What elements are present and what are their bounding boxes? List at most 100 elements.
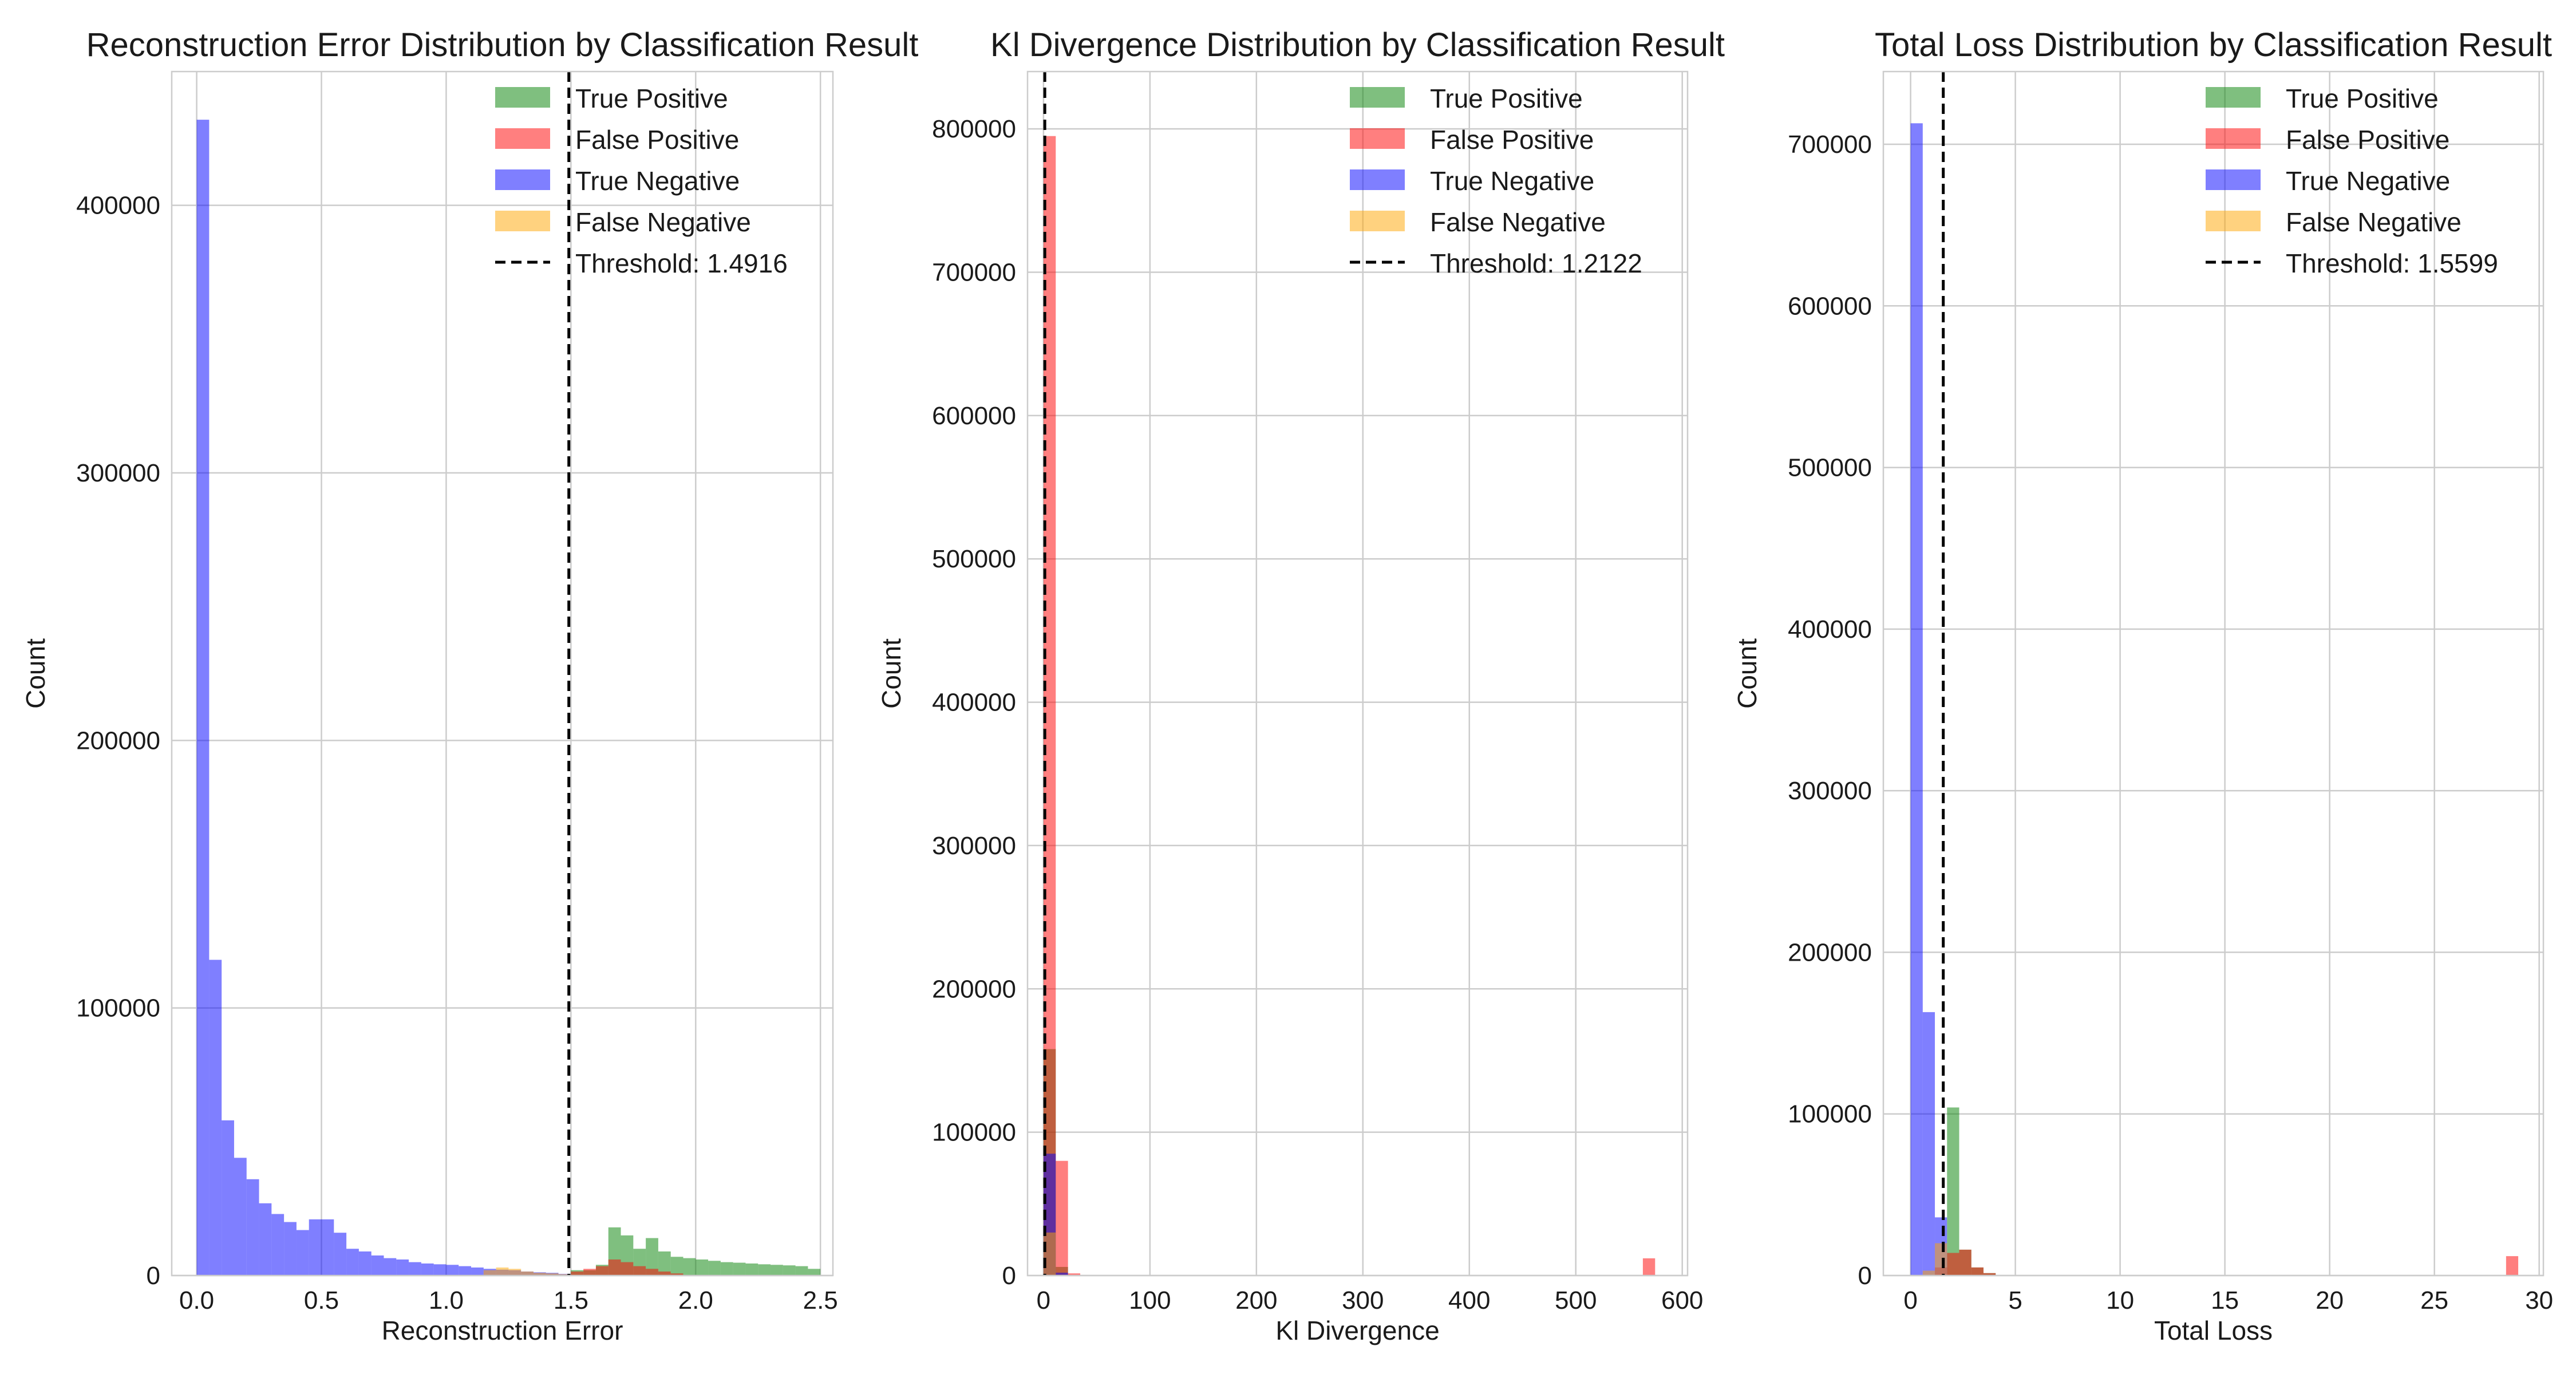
histogram-bar — [296, 1230, 309, 1276]
histogram-bar — [409, 1262, 421, 1276]
x-tick-label: 300 — [1342, 1286, 1384, 1314]
chart-panel-3: 0 5 10 15 20 25 30 0 100000 200000 300000 400000 500… — [1732, 26, 2553, 1345]
histogram-bar — [646, 1238, 658, 1276]
y-tick-label: 0 — [147, 1262, 160, 1290]
y-tick-label: 600000 — [1788, 292, 1872, 320]
y-tick-label: 800000 — [932, 115, 1016, 143]
y-axis-label: Count — [21, 638, 50, 709]
histogram-bar — [533, 1273, 546, 1276]
x-tick-label: 200 — [1235, 1286, 1277, 1314]
x-tick-label: 2.0 — [678, 1286, 713, 1314]
legend-swatch-false-negative — [1350, 211, 1405, 231]
plot-frame — [1882, 70, 2545, 1277]
histogram-bar — [433, 1264, 447, 1276]
chart-title: Total Loss Distribution by Classificatio… — [1875, 26, 2552, 64]
series-true-positive — [1947, 1107, 1996, 1276]
histogram-bar — [733, 1262, 746, 1276]
histogram-bar — [371, 1255, 384, 1276]
y-tick-label: 400000 — [1788, 615, 1872, 643]
y-tick-label: 700000 — [1788, 131, 1872, 159]
legend-label: True Negative — [2286, 166, 2450, 196]
histogram-bar — [546, 1273, 559, 1276]
histogram-bar — [259, 1203, 272, 1276]
y-tick-label: 0 — [1858, 1262, 1872, 1290]
legend-swatch-true-positive — [2206, 87, 2261, 108]
x-tick-label: 1.0 — [429, 1286, 464, 1314]
y-tick-label: 200000 — [1788, 938, 1872, 966]
x-tick-label: 600 — [1661, 1286, 1703, 1314]
y-tick-label: 300000 — [932, 832, 1016, 860]
histogram-bar — [783, 1265, 796, 1276]
histogram-bar — [459, 1266, 472, 1276]
histogram-bar — [1642, 1258, 1656, 1276]
histogram-bar — [683, 1258, 696, 1276]
histogram-bar — [1947, 1253, 1959, 1276]
histogram-bar — [1947, 1107, 1959, 1276]
series-true-negative — [196, 120, 571, 1276]
histogram-bar — [358, 1251, 372, 1276]
x-tick-label: 1.5 — [554, 1286, 588, 1314]
series-false-positive — [1935, 1249, 2519, 1276]
x-tick-label: 400 — [1448, 1286, 1490, 1314]
chart-panel-1: 0.0 0.5 1.0 1.5 2.0 2.5 0 100000 200000 300000 400… — [21, 26, 918, 1345]
histogram-bar — [795, 1266, 808, 1276]
histogram-bar — [446, 1265, 459, 1276]
legend-swatch-true-negative — [495, 169, 550, 190]
histogram-bar — [1056, 1160, 1068, 1276]
legend-label: True Positive — [575, 84, 728, 113]
histogram-bar — [1922, 1270, 1935, 1276]
histogram-bar — [309, 1219, 322, 1276]
histogram-bar — [720, 1262, 733, 1276]
legend-label: True Negative — [575, 166, 740, 196]
histogram-bar — [508, 1269, 521, 1276]
histogram-bar — [334, 1233, 347, 1276]
series-false-positive — [571, 1259, 683, 1276]
x-axis-label: Total Loss — [2154, 1316, 2273, 1345]
chart-title: Kl Divergence Distribution by Classifica… — [990, 26, 1725, 64]
histogram-bar — [384, 1258, 397, 1276]
legend-label: False Negative — [1430, 207, 1606, 237]
histogram-bar — [1959, 1249, 1971, 1276]
histogram-bar — [1043, 136, 1056, 1276]
legend-swatch-true-negative — [2206, 169, 2261, 190]
histogram-bar — [1983, 1273, 1996, 1276]
series-false-negative — [483, 1267, 571, 1276]
histogram-bar — [421, 1263, 434, 1276]
chart-title: Reconstruction Error Distribution by Cla… — [86, 26, 919, 64]
histogram-bar — [496, 1267, 509, 1276]
histogram-bar — [808, 1269, 821, 1276]
histogram-bar — [608, 1259, 621, 1276]
histogram-bar — [321, 1219, 334, 1276]
legend-label: Threshold: 1.2122 — [1430, 248, 1642, 278]
histogram-bar — [1971, 1267, 1984, 1276]
histogram-bar — [209, 960, 222, 1276]
x-axis-label: Kl Divergence — [1275, 1316, 1439, 1345]
legend-label: False Negative — [2286, 207, 2462, 237]
legend-label: Threshold: 1.4916 — [575, 248, 788, 278]
histogram-bar — [222, 1120, 234, 1276]
y-tick-label: 700000 — [932, 259, 1016, 287]
y-tick-label: 100000 — [76, 994, 160, 1022]
legend-label: True Positive — [1430, 84, 1583, 113]
legend: True Positive False Positive True Negative… — [495, 84, 788, 278]
legend-label: False Positive — [575, 125, 739, 155]
legend-swatch-false-negative — [2206, 211, 2261, 231]
histogram-bar — [696, 1259, 709, 1276]
x-tick-label: 30 — [2525, 1286, 2553, 1314]
histogram-bar — [2506, 1256, 2519, 1276]
histogram-bar — [571, 1271, 584, 1276]
series-false-negative — [1043, 1232, 1056, 1276]
y-tick-label: 100000 — [932, 1119, 1016, 1147]
x-tick-label: 10 — [2106, 1286, 2134, 1314]
legend-label: True Negative — [1430, 166, 1594, 196]
histogram-bar — [670, 1257, 683, 1276]
y-tick-label: 300000 — [76, 459, 160, 487]
x-tick-label: 15 — [2211, 1286, 2239, 1314]
x-tick-label: 0.0 — [179, 1286, 214, 1314]
legend-label: Threshold: 1.5599 — [2286, 248, 2498, 278]
x-tick-label: 0 — [1037, 1286, 1050, 1314]
y-tick-label: 100000 — [1788, 1100, 1872, 1128]
histogram-bar — [670, 1273, 683, 1276]
legend: True Positive False Positive True Negative… — [2206, 84, 2498, 278]
